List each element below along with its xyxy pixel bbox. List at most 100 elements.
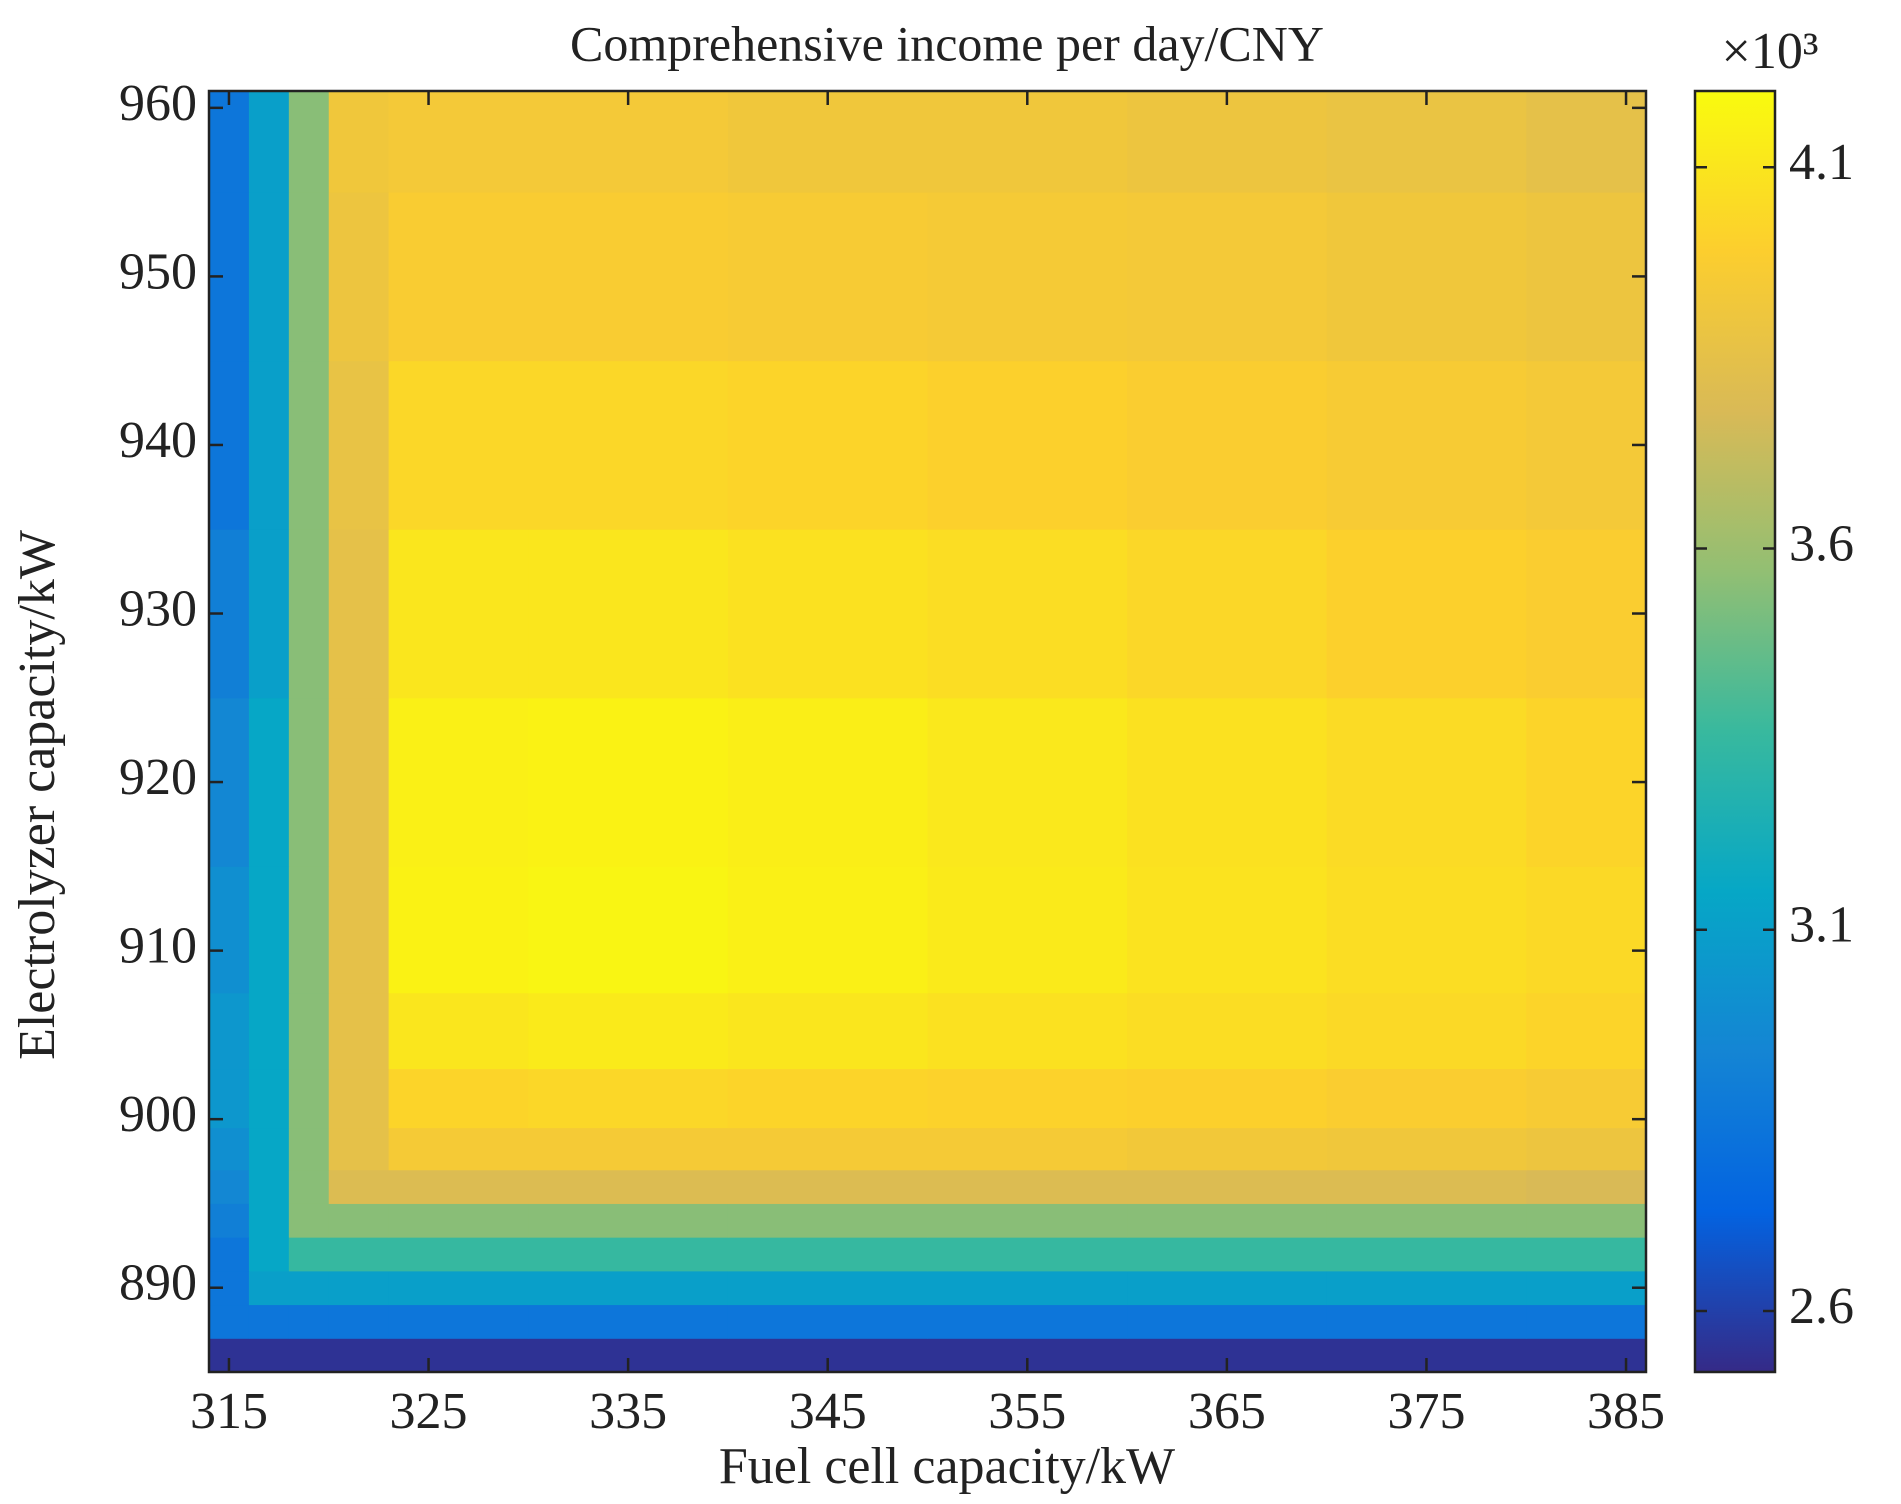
heatmap-cell xyxy=(1127,866,1328,994)
heatmap-cell xyxy=(927,1068,1128,1129)
heatmap-cell xyxy=(288,866,330,994)
heatmap-cell xyxy=(528,1127,729,1171)
heatmap-cell xyxy=(1127,1169,1328,1204)
heatmap-cell xyxy=(927,360,1128,530)
heatmap-cell xyxy=(288,91,330,193)
heatmap-cell xyxy=(727,529,928,699)
heatmap-cell xyxy=(927,1127,1128,1171)
heatmap-cell xyxy=(248,1270,290,1306)
heatmap-cell xyxy=(1326,1304,1527,1339)
heatmap-cell xyxy=(248,1068,290,1129)
y-tick-label: 920 xyxy=(119,749,197,806)
heatmap-cell xyxy=(528,1068,729,1129)
heatmap-cell xyxy=(927,1203,1128,1238)
heatmap-cell xyxy=(727,360,928,530)
heatmap-cell xyxy=(248,697,290,867)
heatmap-cell xyxy=(328,1304,390,1339)
heatmap-cell xyxy=(248,1169,290,1204)
colorbar-tick-label: 2.6 xyxy=(1789,1278,1854,1335)
heatmap-cell xyxy=(328,1237,390,1272)
y-tick-label: 950 xyxy=(119,243,197,300)
x-tick-label: 375 xyxy=(1387,1383,1465,1440)
x-tick-label: 325 xyxy=(390,1383,468,1440)
heatmap-cell xyxy=(328,1203,390,1238)
heatmap-cell xyxy=(388,1127,529,1171)
heatmap-cell xyxy=(388,866,529,994)
heatmap-cell xyxy=(1127,1127,1328,1171)
heatmap-cell xyxy=(528,1203,729,1238)
heatmap-cell xyxy=(528,992,729,1070)
heatmap-cell xyxy=(727,1270,928,1306)
heatmap-cell xyxy=(727,192,928,362)
heatmap-cell xyxy=(388,1068,529,1129)
heatmap-cell xyxy=(727,697,928,867)
heatmap-cell xyxy=(209,1203,250,1238)
heatmap-cell xyxy=(727,992,928,1070)
heatmap-cell xyxy=(1526,1169,1647,1204)
heatmap-cell xyxy=(248,1203,290,1238)
heatmap-cell xyxy=(1326,866,1527,994)
heatmap-cell xyxy=(727,1169,928,1204)
colorbar-tick-label: 3.6 xyxy=(1789,515,1854,572)
heatmap-cell xyxy=(248,529,290,699)
heatmap-cell xyxy=(248,1338,290,1373)
heatmap-cell xyxy=(1326,1203,1527,1238)
heatmap-cell xyxy=(288,360,330,530)
y-tick-label: 890 xyxy=(119,1255,197,1312)
y-tick-label: 930 xyxy=(119,580,197,637)
heatmap-cell xyxy=(1526,1237,1647,1272)
heatmap-cell xyxy=(727,1304,928,1339)
heatmap-cell xyxy=(727,1068,928,1129)
heatmap-cell xyxy=(1127,1068,1328,1129)
heatmap-cell xyxy=(388,992,529,1070)
heatmap-cell xyxy=(927,1270,1128,1306)
heatmap-cell xyxy=(288,1127,330,1171)
heatmap-cell xyxy=(1326,1270,1527,1306)
heatmap-cell xyxy=(248,1127,290,1171)
heatmap-cell xyxy=(528,697,729,867)
heatmap-cell xyxy=(328,1270,390,1306)
plot-frame xyxy=(207,89,1648,1374)
heatmap-cell xyxy=(528,529,729,699)
heatmap-cell xyxy=(727,1237,928,1272)
x-tick-label: 345 xyxy=(789,1383,867,1440)
heatmap-cell xyxy=(528,866,729,994)
heatmap-cell xyxy=(328,192,390,362)
heatmap-cell xyxy=(248,91,290,193)
y-tick-label: 960 xyxy=(119,75,197,132)
heatmap-cell xyxy=(328,1127,390,1171)
heatmap-cell xyxy=(1326,1169,1527,1204)
heatmap-cell xyxy=(209,91,250,193)
heatmap-cell xyxy=(328,529,390,699)
heatmap-cell xyxy=(727,1203,928,1238)
heatmap-cell xyxy=(328,1068,390,1129)
heatmap-cell xyxy=(248,1237,290,1272)
heatmap-cell xyxy=(1526,360,1647,530)
chart-title: Comprehensive income per day/CNY xyxy=(570,15,1324,71)
heatmap-cell xyxy=(288,992,330,1070)
heatmap-cell xyxy=(528,360,729,530)
heatmap-cell xyxy=(927,192,1128,362)
heatmap-cell xyxy=(1127,91,1328,193)
heatmap-cell xyxy=(1526,1068,1647,1129)
heatmap-cell xyxy=(209,1237,250,1272)
heatmap-cell xyxy=(288,1068,330,1129)
y-axis-label: Electrolyzer capacity/kW xyxy=(9,530,66,1060)
heatmap-cell xyxy=(1526,1304,1647,1339)
heatmap-cell xyxy=(927,91,1128,193)
heatmap-cell xyxy=(328,697,390,867)
heatmap-cell xyxy=(388,192,529,362)
heatmap-cell xyxy=(248,866,290,994)
x-tick-label: 335 xyxy=(589,1383,667,1440)
y-tick-label: 910 xyxy=(119,918,197,975)
heatmap-cell xyxy=(288,1203,330,1238)
heatmap-cell xyxy=(927,697,1128,867)
heatmap-cell xyxy=(328,360,390,530)
x-tick-label: 315 xyxy=(190,1383,268,1440)
heatmap-cell xyxy=(1127,992,1328,1070)
heatmap-cell xyxy=(927,992,1128,1070)
x-tick-label: 355 xyxy=(988,1383,1066,1440)
heatmap-cell xyxy=(1326,529,1527,699)
